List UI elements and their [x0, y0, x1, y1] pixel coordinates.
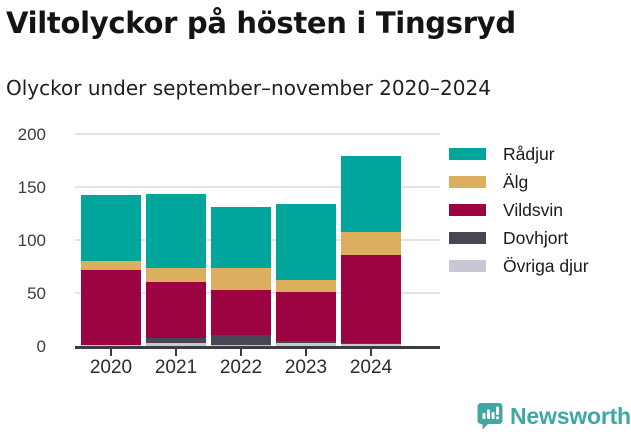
bar-segment-2024-Dovhjort: [341, 342, 401, 344]
bar-segment-2022-Vildsvin: [211, 289, 271, 336]
newsworthy-brand-text: Newsworthy: [510, 402, 631, 429]
legend-item-Rådjur: Rådjur: [449, 143, 589, 164]
bar-segment-2022-Rådjur: [211, 206, 271, 269]
legend-swatch: [449, 148, 486, 160]
legend: Rådjur Älg Vildsvin Dovhjort Övriga djur: [449, 143, 589, 286]
legend-label: Älg: [503, 171, 529, 192]
bar-segment-2021-Övriga djur: [146, 342, 206, 346]
legend-item-Dovhjort: Dovhjort: [449, 227, 589, 248]
bar-segment-2021-Dovhjort: [146, 337, 206, 343]
bar-segment-2020-Övriga djur: [81, 344, 141, 346]
bar-segment-2023-Rådjur: [276, 203, 336, 281]
bar-segment-2022-Älg: [211, 268, 271, 290]
bar-segment-2021-Rådjur: [146, 194, 206, 269]
legend-swatch: [449, 204, 486, 216]
bar-segment-2022-Dovhjort: [211, 335, 271, 345]
x-axis-label-2021: 2021: [154, 357, 198, 378]
bar-segment-2024-Vildsvin: [341, 254, 401, 343]
bar-segment-2020-Rådjur: [81, 195, 141, 261]
x-axis-label-2020: 2020: [89, 357, 133, 378]
bar-segment-2021-Älg: [146, 268, 206, 283]
y-axis-label-200: 200: [17, 124, 46, 144]
bar-segment-2024-Övriga djur: [341, 343, 401, 346]
gridline-y-200: [75, 132, 440, 135]
bar-segment-2020-Vildsvin: [81, 269, 141, 345]
legend-label: Övriga djur: [503, 255, 589, 276]
y-axis-label-0: 0: [36, 337, 46, 356]
bar-segment-2021-Vildsvin: [146, 282, 206, 338]
y-axis-label-50: 50: [27, 283, 46, 303]
y-axis-label-150: 150: [17, 177, 46, 197]
x-axis-label-2023: 2023: [284, 357, 328, 378]
page-subtitle: Olyckor under september–november 2020–20…: [6, 76, 491, 100]
gridline-y-150: [75, 185, 440, 188]
legend-swatch: [449, 232, 486, 244]
legend-item-Älg: Älg: [449, 171, 589, 192]
legend-item-Övriga djur: Övriga djur: [449, 255, 589, 276]
newsworthy-logo-icon: [477, 403, 503, 430]
x-axis-line: [75, 345, 440, 349]
legend-label: Dovhjort: [503, 227, 569, 248]
x-axis-tick-2024: [370, 348, 372, 356]
legend-label: Vildsvin: [503, 199, 563, 220]
bar-segment-2023-Vildsvin: [276, 291, 336, 341]
bar-segment-2020-Älg: [81, 261, 141, 270]
x-axis-label-2024: 2024: [349, 357, 393, 378]
bar-segment-2024-Älg: [341, 232, 401, 255]
x-axis-tick-2023: [305, 348, 307, 356]
y-axis-label-100: 100: [17, 230, 46, 250]
legend-swatch: [449, 260, 486, 272]
bar-segment-2023-Älg: [276, 280, 336, 292]
x-axis-tick-2022: [240, 348, 242, 356]
bar-segment-2024-Rådjur: [341, 155, 401, 233]
newsworthy-logo: Newsworthy: [477, 402, 631, 430]
legend-label: Rådjur: [503, 143, 555, 164]
x-axis-label-2022: 2022: [219, 357, 263, 378]
bar-segment-2022-Övriga djur: [211, 344, 271, 346]
bar-segment-2023-Dovhjort: [276, 340, 336, 343]
legend-swatch: [449, 176, 486, 188]
bar-segment-2023-Övriga djur: [276, 342, 336, 346]
x-axis-tick-2021: [175, 348, 177, 356]
x-axis-tick-2020: [110, 348, 112, 356]
page-title: Viltolyckor på hösten i Tingsryd: [6, 6, 516, 40]
legend-item-Vildsvin: Vildsvin: [449, 199, 589, 220]
